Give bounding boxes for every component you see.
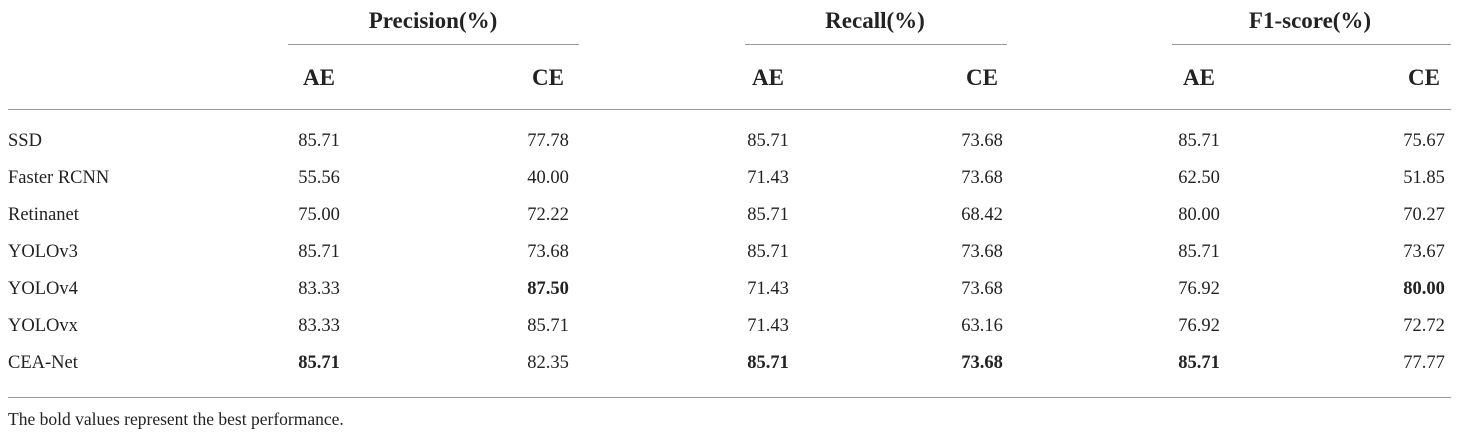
table-cell: 73.68: [961, 279, 1003, 299]
subheader-recall-ae: AE: [752, 65, 784, 90]
table-cell: 82.35: [527, 353, 569, 373]
table-cell: 85.71: [747, 242, 789, 262]
subheader-f1-ce: CE: [1408, 65, 1440, 90]
row-model-name: YOLOvx: [8, 316, 78, 336]
table-cell: 75.00: [298, 205, 340, 225]
table-cell: 80.00: [1178, 205, 1220, 225]
subheader-f1-ae: AE: [1183, 65, 1215, 90]
table-cell: 62.50: [1178, 168, 1220, 188]
table-cell: 85.71: [298, 242, 340, 262]
table-cell: 85.71: [1178, 353, 1220, 373]
row-model-name: CEA-Net: [8, 353, 78, 373]
table-cell: 76.92: [1178, 316, 1220, 336]
table-footnote: The bold values represent the best perfo…: [8, 409, 344, 429]
row-model-name: YOLOv4: [8, 279, 78, 299]
table-bottom-rule: [8, 397, 1451, 398]
table-cell: 73.68: [527, 242, 569, 262]
subheader-precision-ce: CE: [532, 65, 564, 90]
table-cell: 83.33: [298, 279, 340, 299]
table-cell: 73.68: [961, 168, 1003, 188]
row-model-name: Retinanet: [8, 205, 79, 225]
table-cell: 85.71: [747, 131, 789, 151]
table-cell: 55.56: [298, 168, 340, 188]
group-header-precision: Precision(%): [368, 8, 498, 33]
table-cell: 72.22: [527, 205, 569, 225]
table-cell: 80.00: [1403, 279, 1445, 299]
table-cell: 73.67: [1403, 242, 1445, 262]
table-cell: 85.71: [747, 353, 789, 373]
subheader-precision-ae: AE: [303, 65, 335, 90]
header-bottom-rule: [8, 109, 1451, 110]
table-cell: 77.77: [1403, 353, 1445, 373]
table-cell: 71.43: [747, 279, 789, 299]
group-header-recall: Recall(%): [825, 8, 925, 33]
subheader-recall-ce: CE: [966, 65, 998, 90]
table-cell: 73.68: [961, 131, 1003, 151]
group-header-f1-score: F1-score(%): [1248, 8, 1372, 33]
table-cell: 73.68: [961, 242, 1003, 262]
row-model-name: SSD: [8, 131, 42, 151]
table-cell: 83.33: [298, 316, 340, 336]
table-cell: 85.71: [1178, 131, 1220, 151]
table-cell: 85.71: [1178, 242, 1220, 262]
table-cell: 63.16: [961, 316, 1003, 336]
table-cell: 85.71: [527, 316, 569, 336]
table-cell: 71.43: [747, 168, 789, 188]
table-cell: 87.50: [527, 279, 569, 299]
table-cell: 72.72: [1403, 316, 1445, 336]
table-cell: 85.71: [747, 205, 789, 225]
table-cell: 40.00: [527, 168, 569, 188]
row-model-name: Faster RCNN: [8, 168, 110, 188]
table-cell: 70.27: [1403, 205, 1445, 225]
group-underline-recall: [745, 44, 1007, 45]
table-cell: 68.42: [961, 205, 1003, 225]
group-underline-precision: [288, 44, 579, 45]
table-cell: 85.71: [298, 131, 340, 151]
table-cell: 73.68: [961, 353, 1003, 373]
table-cell: 75.67: [1403, 131, 1445, 151]
table-cell: 77.78: [527, 131, 569, 151]
table-cell: 76.92: [1178, 279, 1220, 299]
table-cell: 51.85: [1403, 168, 1445, 188]
table-cell: 71.43: [747, 316, 789, 336]
group-underline-f1: [1172, 44, 1451, 45]
row-model-name: YOLOv3: [8, 242, 78, 262]
table-cell: 85.71: [298, 353, 340, 373]
